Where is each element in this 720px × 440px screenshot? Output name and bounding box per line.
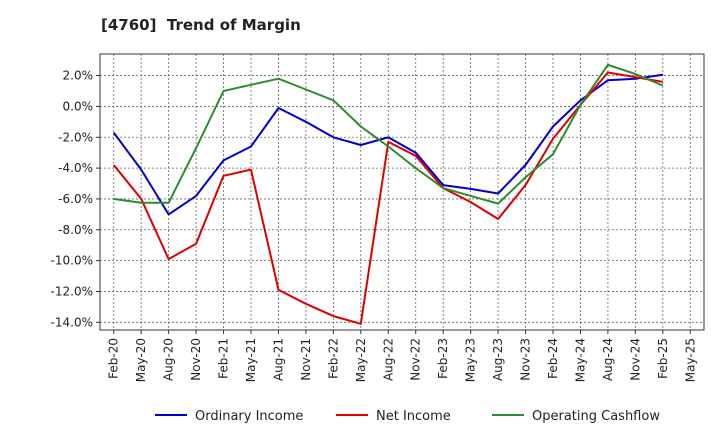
x-tick-label: May-22 [354,338,368,382]
y-tick-label: -4.0% [58,161,93,175]
x-tick-label: Nov-24 [628,338,642,381]
legend-label-operating-cashflow: Operating Cashflow [532,409,660,424]
x-tick-label: Nov-23 [519,338,533,381]
y-tick-label: -12.0% [51,284,93,298]
x-axis: Feb-20 May-20 Aug-20 Nov-20 Feb-21 May-21 Aug-… [107,330,697,382]
legend: Ordinary Income Net Income Operating Cashf… [155,409,660,424]
y-tick-label: -14.0% [51,315,93,329]
x-tick-label: Feb-22 [326,338,340,379]
chart-title: [4760] Trend of Margin [101,16,301,34]
y-tick-label: 2.0% [63,69,94,83]
series-line-operating-cashflow [113,63,664,205]
legend-label-net-income: Net Income [376,409,451,424]
x-tick-label: Feb-20 [107,338,121,379]
legend-label-ordinary-income: Ordinary Income [195,409,303,424]
plot-frame [99,53,705,331]
y-tick-label: 0.0% [63,99,94,113]
y-tick-label: -10.0% [51,254,93,268]
x-tick-label: Feb-23 [436,338,450,379]
x-tick-label: Feb-25 [656,338,670,379]
x-tick-label: Feb-24 [546,338,560,379]
series-line-net-income [112,71,663,325]
x-tick-label: Aug-24 [601,338,615,381]
x-tick-label: Nov-20 [189,338,203,381]
x-tick-label: Nov-22 [409,338,423,381]
x-tick-label: Aug-21 [271,338,285,381]
grid-lines [100,54,704,330]
x-tick-label: May-24 [573,338,587,382]
y-tick-label: -2.0% [58,130,93,144]
series-line-ordinary-income [112,73,663,216]
x-tick-label: Feb-21 [217,338,231,379]
x-tick-label: May-20 [134,338,148,382]
y-tick-label: -6.0% [58,192,93,206]
x-tick-label: May-23 [464,338,478,382]
x-tick-label: Aug-20 [162,338,176,381]
series-lines [112,63,664,325]
y-tick-label: -8.0% [58,223,93,237]
x-tick-label: Nov-21 [299,338,313,381]
x-tick-label: May-21 [244,338,258,382]
x-tick-label: May-25 [683,338,697,382]
y-axis: 2.0% 0.0% -2.0% -4.0% -6.0% -8.0% -10.0% -12.0%… [51,69,100,329]
x-tick-label: Aug-23 [491,338,505,381]
x-tick-label: Aug-22 [381,338,395,381]
